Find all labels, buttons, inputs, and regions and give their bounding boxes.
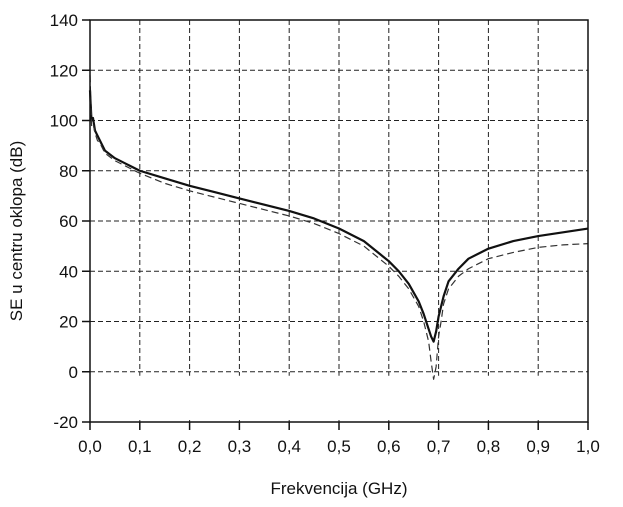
x-tick-label: 1,0 [576, 437, 600, 456]
y-tick-label: -20 [53, 413, 78, 432]
x-tick-label: 0,8 [477, 437, 501, 456]
lower-band [91, 375, 587, 418]
y-tick-label: 0 [69, 363, 78, 382]
y-tick-label: 100 [50, 112, 78, 131]
x-tick-label: 0,0 [78, 437, 102, 456]
x-tick-label: 0,9 [526, 437, 550, 456]
x-tick-label: 0,6 [377, 437, 401, 456]
y-tick-label: 40 [59, 262, 78, 281]
series-lines [88, 75, 589, 380]
x-tick-label: 0,7 [427, 437, 451, 456]
plot-frame [82, 19, 589, 430]
x-tick-label: 0,1 [128, 437, 152, 456]
x-tick-label: 0,2 [178, 437, 202, 456]
y-tick-label: 60 [59, 212, 78, 231]
series-solid-line [88, 90, 589, 343]
y-tick-label: 140 [50, 11, 78, 30]
x-tick-label: 0,3 [228, 437, 252, 456]
y-axis-title: SE u centru oklopa (dB) [7, 141, 26, 321]
x-tick-label: 0,5 [327, 437, 351, 456]
series-dashed-line [89, 75, 589, 380]
y-tick-label: 20 [59, 313, 78, 332]
x-tick-label: 0,4 [277, 437, 301, 456]
x-axis-title: Frekvencija (GHz) [271, 479, 408, 498]
y-tick-label: 80 [59, 162, 78, 181]
tick-labels: 0,0 0,1 0,2 0,3 0,4 0,5 0,6 0,7 0,8 0,9 1,0 -20 0 20 4… [50, 11, 600, 456]
y-tick-label: 120 [50, 61, 78, 80]
grid [90, 20, 588, 422]
